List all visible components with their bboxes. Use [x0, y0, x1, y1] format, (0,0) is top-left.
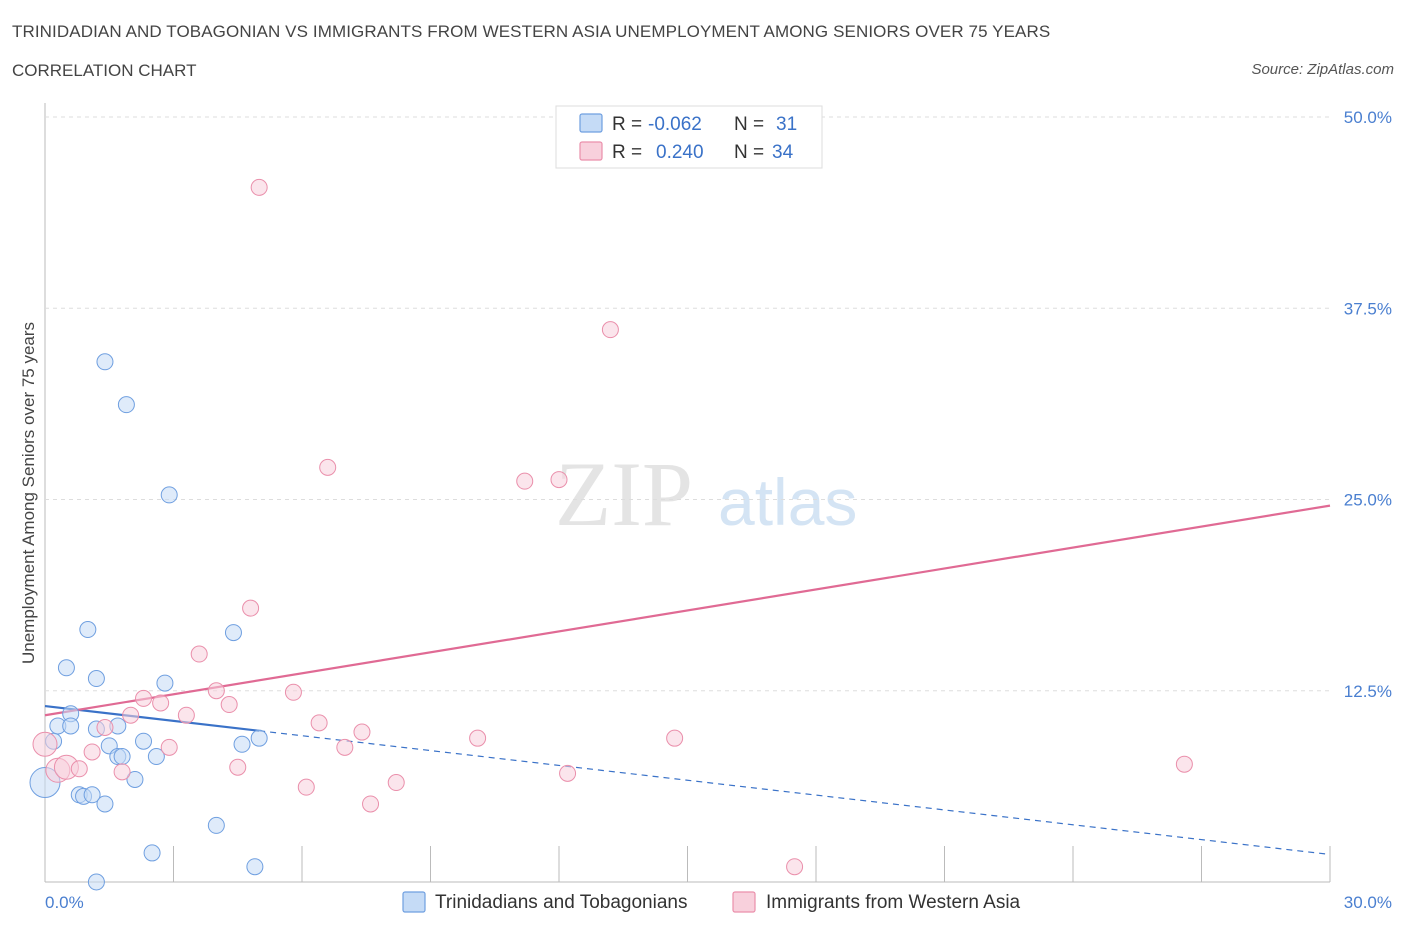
point-western-asia — [297, 778, 315, 796]
point-trinidadian — [87, 670, 105, 688]
watermark-atlas: atlas — [718, 465, 857, 539]
point-western-asia — [516, 472, 534, 490]
x-tick-label-min: 0.0% — [45, 893, 84, 912]
legend-r-value-2: 0.240 — [656, 142, 704, 163]
correlation-legend: R = -0.062 N = 31 R = 0.240 N = 34 — [555, 105, 823, 169]
legend-n-value-1: 31 — [776, 114, 797, 135]
point-western-asia — [83, 743, 101, 761]
watermark-zip: ZIP — [555, 443, 693, 545]
point-trinidadian — [224, 624, 242, 642]
point-western-asia — [310, 714, 328, 732]
series-legend: Trinidadians and Tobagonians Immigrants … — [402, 891, 1021, 913]
point-western-asia — [122, 706, 140, 724]
point-western-asia — [250, 178, 268, 196]
trendline-blue-dashed — [259, 730, 1331, 856]
point-western-asia — [96, 718, 114, 736]
point-western-asia — [190, 645, 208, 663]
point-trinidadian — [160, 486, 178, 504]
point-western-asia — [559, 764, 577, 782]
point-western-asia — [113, 763, 131, 781]
point-western-asia — [160, 738, 178, 756]
legend-n-value-2: 34 — [772, 142, 794, 163]
point-trinidadian — [135, 732, 153, 750]
data-points — [29, 108, 1193, 891]
source-label: Source: ZipAtlas.com — [1251, 61, 1394, 78]
point-western-asia — [319, 458, 337, 476]
trendlines — [44, 504, 1331, 856]
point-western-asia — [242, 599, 260, 617]
point-trinidadian — [57, 659, 75, 677]
point-trinidadian — [246, 858, 264, 876]
chart-subtitle: CORRELATION CHART — [12, 61, 197, 80]
point-western-asia — [353, 723, 371, 741]
y-tick-label: 12.5% — [1344, 682, 1392, 701]
point-western-asia — [207, 682, 225, 700]
y-tick-labels: 12.5% 25.0% 37.5% 50.0% — [1344, 108, 1392, 701]
x-axis-ticks — [173, 846, 1331, 882]
point-western-asia — [387, 774, 405, 792]
point-trinidadian — [87, 873, 105, 891]
legend-r-label-2: R = — [612, 142, 642, 163]
y-tick-label: 37.5% — [1344, 299, 1392, 318]
point-trinidadian — [62, 717, 80, 735]
point-western-asia — [336, 738, 354, 756]
point-trinidadian — [96, 795, 114, 813]
point-trinidadian — [207, 816, 225, 834]
point-western-asia — [229, 758, 247, 776]
point-trinidadian — [233, 735, 251, 753]
bottom-legend-label-blue: Trinidadians and Tobagonians — [435, 892, 687, 913]
bottom-legend-label-pink: Immigrants from Western Asia — [766, 892, 1021, 913]
point-western-asia — [469, 729, 487, 747]
legend-r-label-1: R = — [612, 114, 642, 135]
point-western-asia — [550, 471, 568, 489]
point-trinidadian — [113, 748, 131, 766]
point-western-asia — [362, 795, 380, 813]
y-tick-label: 50.0% — [1344, 108, 1392, 127]
point-western-asia — [32, 731, 58, 757]
y-axis-label: Unemployment Among Seniors over 75 years — [19, 322, 38, 664]
point-trinidadian — [117, 396, 135, 414]
y-tick-label: 25.0% — [1344, 491, 1392, 510]
point-western-asia — [220, 696, 238, 714]
point-trinidadian — [96, 353, 114, 371]
trendline-pink — [44, 504, 1331, 717]
legend-n-label-1: N = — [734, 114, 764, 135]
point-trinidadian — [83, 786, 101, 804]
bottom-legend-swatch-blue — [402, 891, 426, 913]
point-western-asia — [152, 694, 170, 712]
point-western-asia — [666, 729, 684, 747]
legend-swatch-pink — [579, 141, 603, 161]
point-western-asia — [70, 760, 88, 778]
point-trinidadian — [156, 674, 174, 692]
legend-n-label-2: N = — [734, 142, 764, 163]
point-western-asia — [786, 858, 804, 876]
point-western-asia — [1175, 755, 1193, 773]
bottom-legend-swatch-pink — [732, 891, 756, 913]
point-trinidadian — [143, 844, 161, 862]
point-trinidadian — [250, 729, 268, 747]
legend-r-value-1: -0.062 — [648, 114, 702, 135]
point-trinidadian — [147, 748, 165, 766]
gridlines — [45, 116, 1330, 692]
legend-swatch-blue — [579, 113, 603, 133]
chart-title: TRINIDADIAN AND TOBAGONIAN VS IMMIGRANTS… — [12, 22, 1051, 41]
point-trinidadian — [126, 770, 144, 788]
x-tick-label-max: 30.0% — [1344, 893, 1392, 912]
point-western-asia — [284, 683, 302, 701]
point-western-asia — [135, 689, 153, 707]
point-trinidadian — [79, 621, 97, 639]
point-western-asia — [177, 706, 195, 724]
point-western-asia — [601, 321, 619, 339]
